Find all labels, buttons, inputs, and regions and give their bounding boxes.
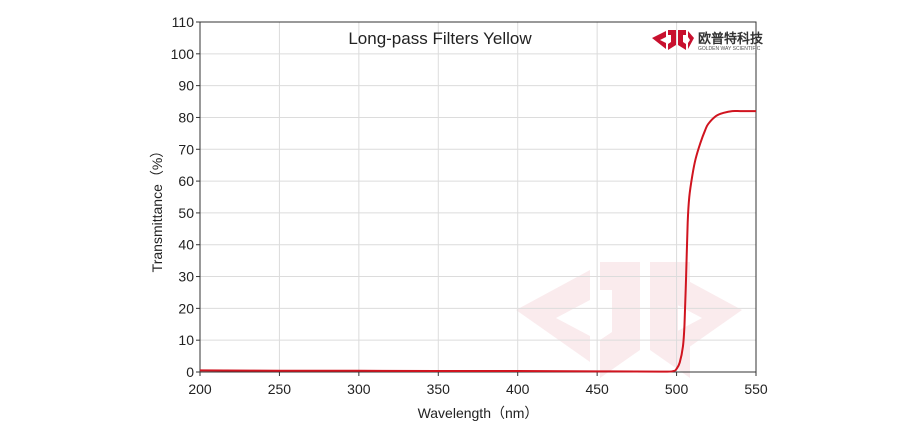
y-tick-label: 30 <box>178 269 194 285</box>
watermark-logo <box>516 262 742 378</box>
y-tick-label: 90 <box>178 78 194 94</box>
y-axis-ticks: 0 10 20 30 40 50 60 70 80 90 100 110 <box>171 14 200 380</box>
x-tick-label: 200 <box>188 381 212 397</box>
x-tick-label: 400 <box>506 381 530 397</box>
x-tick-label: 350 <box>427 381 451 397</box>
brand-logo-en-text: GOLDEN WAY SCIENTIFIC <box>698 46 761 52</box>
y-tick-label: 10 <box>178 332 194 348</box>
brand-logo-mark-icon <box>652 30 694 50</box>
x-axis-ticks: 200 250 300 350 400 450 500 550 <box>188 372 768 397</box>
y-tick-label: 40 <box>178 237 194 253</box>
y-tick-label: 20 <box>178 300 194 316</box>
y-tick-label: 60 <box>178 173 194 189</box>
x-tick-label: 250 <box>268 381 292 397</box>
y-axis-title: Transmittance（%） <box>149 144 165 273</box>
x-axis-title: Wavelength（nm） <box>418 405 539 421</box>
chart-title: Long-pass Filters Yellow <box>348 29 532 48</box>
y-tick-label: 80 <box>178 109 194 125</box>
y-tick-label: 100 <box>171 46 195 62</box>
x-tick-label: 450 <box>585 381 609 397</box>
x-tick-label: 500 <box>665 381 689 397</box>
y-tick-label: 50 <box>178 205 194 221</box>
brand-logo-cn-text: 欧普特科技 <box>698 31 764 46</box>
brand-logo: 欧普特科技 GOLDEN WAY SCIENTIFIC <box>652 30 764 52</box>
x-tick-label: 550 <box>744 381 768 397</box>
grid-lines <box>200 22 756 372</box>
x-tick-label: 300 <box>347 381 371 397</box>
y-tick-label: 110 <box>172 14 195 30</box>
y-tick-label: 0 <box>186 364 194 380</box>
y-tick-label: 70 <box>178 141 194 157</box>
series-layer <box>199 109 756 373</box>
series-line <box>199 109 756 373</box>
